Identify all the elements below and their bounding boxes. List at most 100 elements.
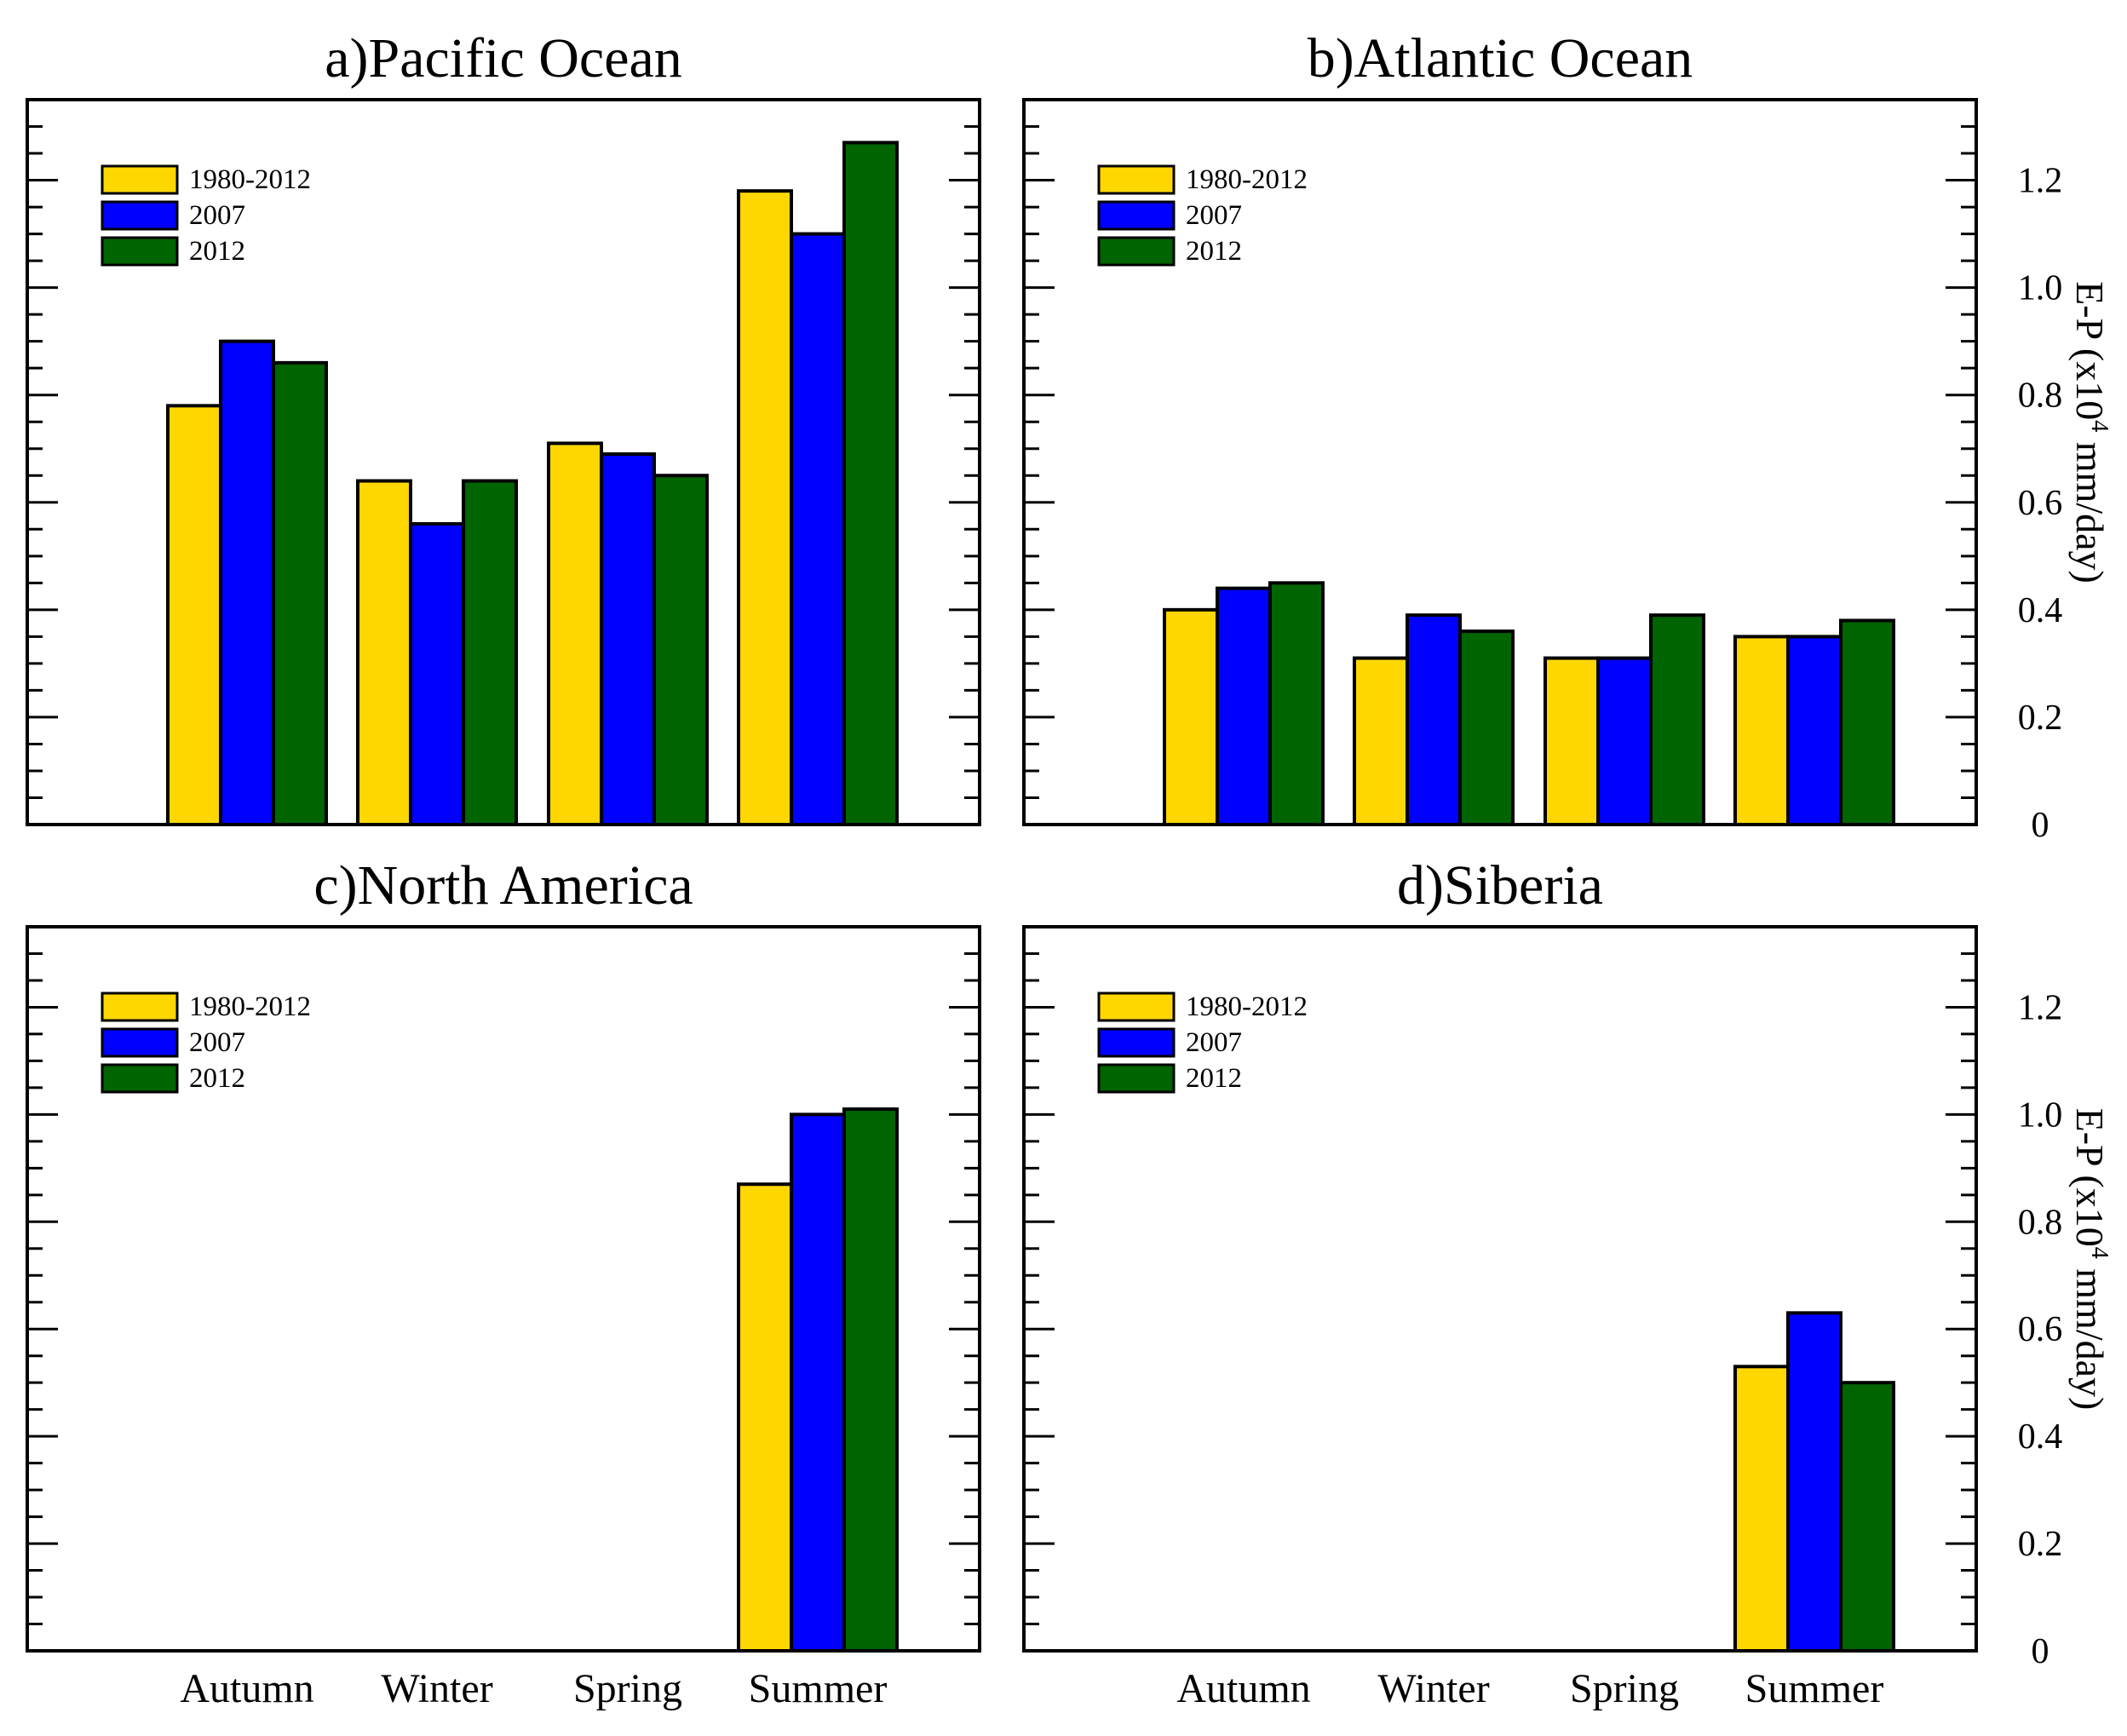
chart-panel-3: c)North America Autumn Winter Spring Summer 1…	[26, 854, 981, 1711]
legend-swatch-2007	[101, 200, 179, 231]
bar-autumn-2012	[1268, 581, 1325, 826]
y-axis-title-main: E-P (x10	[2068, 281, 2112, 420]
bar-summer-2012	[842, 1107, 899, 1653]
y-axis-title-unit: mm/day)	[2068, 1259, 2112, 1411]
y-tick-label: 0.2	[2018, 1525, 2063, 1564]
bar-winter-2012	[462, 479, 518, 827]
y-tick-label: 1.2	[2018, 162, 2063, 201]
legend-swatch-1980-2012	[1097, 992, 1176, 1022]
legend: 1980-2012 2007 2012	[1097, 992, 1308, 1094]
y-tick-label: 1.0	[2018, 269, 2063, 308]
plot-frame	[26, 925, 981, 1653]
bar-spring-1980-2012	[547, 441, 603, 826]
bar-summer-1980-2012	[1733, 1365, 1790, 1653]
legend-swatch-2012	[1097, 1063, 1176, 1094]
x-tick-label-summer: Summer	[749, 1666, 888, 1711]
bar-summer-2012	[1839, 618, 1895, 827]
y-tick-label: 0.2	[2018, 698, 2063, 738]
legend-label-2007: 2007	[189, 1027, 245, 1058]
bar-summer-2007	[790, 232, 846, 826]
y-tick-label: 0.6	[2018, 484, 2063, 523]
bar-spring-1980-2012	[1544, 656, 1600, 827]
bar-winter-2007	[409, 521, 465, 827]
panel-title: a)Pacific Ocean	[325, 27, 682, 89]
y-tick-label: 0.4	[2018, 591, 2063, 630]
legend-label-2007: 2007	[1186, 200, 1242, 231]
plot-frame	[1022, 925, 1978, 1653]
bar-autumn-1980-2012	[1163, 607, 1219, 827]
y-ticks	[1024, 925, 1976, 1653]
y-axis-title-exponent: 4	[2086, 420, 2113, 432]
legend-label-1980-2012: 1980-2012	[189, 164, 311, 195]
bar-winter-1980-2012	[1353, 656, 1409, 827]
bar-spring-2012	[1649, 613, 1705, 827]
bar-autumn-2007	[219, 339, 275, 826]
y-axis-title: E-P (x104 mm/day)	[2068, 1108, 2113, 1411]
y-axis-title-main: E-P (x10	[2068, 1108, 2112, 1247]
legend-label-2012: 2012	[189, 236, 245, 267]
bar-summer-2012	[1839, 1381, 1895, 1653]
y-axis-title-unit: mm/day)	[2068, 432, 2112, 583]
legend-swatch-1980-2012	[101, 992, 179, 1022]
bar-summer-2012	[842, 141, 899, 826]
bar-winter-1980-2012	[356, 479, 412, 827]
legend-label-1980-2012: 1980-2012	[189, 992, 311, 1022]
y-tick-label: 1.2	[2018, 988, 2063, 1027]
legend-swatch-2007	[1097, 1027, 1176, 1058]
y-tick-label: 0	[2032, 1632, 2049, 1671]
chart-panel-1: a)Pacific Ocean 1980-2012 2007 2012	[26, 27, 981, 827]
y-tick-label: 0.6	[2018, 1310, 2063, 1349]
chart-panel-4: d)Siberia 0 0.2 0.4 0.6 0.8 1.0 1.2 E-P (x104 mm…	[1022, 854, 2113, 1711]
y-ticks	[1024, 98, 1976, 826]
legend-swatch-2007	[1097, 200, 1176, 231]
y-axis-title-exponent: 4	[2086, 1247, 2113, 1259]
legend-label-1980-2012: 1980-2012	[1186, 992, 1308, 1022]
x-tick-label-spring: Spring	[1570, 1666, 1679, 1711]
y-ticks	[27, 98, 980, 826]
legend-label-1980-2012: 1980-2012	[1186, 164, 1308, 195]
legend-swatch-2012	[1097, 236, 1176, 267]
bar-summer-2007	[1786, 1311, 1842, 1653]
legend: 1980-2012 2007 2012	[101, 992, 311, 1094]
panel-title: c)North America	[313, 854, 693, 917]
y-ticks	[27, 925, 980, 1653]
y-tick-label: 0.8	[2018, 377, 2063, 416]
legend-label-2012: 2012	[1186, 236, 1242, 267]
y-tick-label: 1.0	[2018, 1095, 2063, 1135]
x-tick-label-summer: Summer	[1745, 1666, 1884, 1711]
plot-frame	[1022, 98, 1978, 826]
x-tick-label-autumn: Autumn	[1176, 1666, 1310, 1711]
y-axis-title: E-P (x104 mm/day)	[2068, 281, 2113, 583]
legend: 1980-2012 2007 2012	[1097, 164, 1308, 267]
chart-panel-2: b)Atlantic Ocean 0 0.2 0.4 0.6 0.8 1.0 1.2 E-P (…	[1022, 27, 2113, 845]
x-tick-label-winter: Winter	[1377, 1666, 1489, 1711]
x-tick-label-spring: Spring	[573, 1666, 682, 1711]
legend-swatch-1980-2012	[101, 164, 179, 195]
bar-winter-2012	[1458, 629, 1515, 826]
legend-swatch-2007	[101, 1027, 179, 1058]
legend-label-2012: 2012	[189, 1063, 245, 1094]
bar-summer-1980-2012	[1733, 635, 1790, 826]
legend-label-2007: 2007	[1186, 1027, 1242, 1058]
bar-autumn-2007	[1216, 586, 1272, 826]
bar-spring-2007	[600, 452, 656, 826]
bar-summer-1980-2012	[737, 1182, 793, 1653]
x-tick-label-autumn: Autumn	[180, 1666, 313, 1711]
bar-summer-2007	[1786, 635, 1842, 826]
panel-title: d)Siberia	[1397, 854, 1603, 917]
panel-title: b)Atlantic Ocean	[1308, 27, 1693, 89]
bar-autumn-2012	[272, 360, 328, 826]
plot-frame	[26, 98, 981, 826]
legend-label-2007: 2007	[189, 200, 245, 231]
bar-winter-2007	[1406, 613, 1462, 827]
bar-autumn-1980-2012	[166, 404, 222, 826]
legend-swatch-1980-2012	[1097, 164, 1176, 195]
bar-summer-1980-2012	[737, 189, 793, 826]
legend-label-2012: 2012	[1186, 1063, 1242, 1094]
legend: 1980-2012 2007 2012	[101, 164, 311, 267]
x-tick-label-winter: Winter	[381, 1666, 492, 1711]
bar-spring-2007	[1596, 656, 1653, 827]
y-tick-label: 0.8	[2018, 1203, 2063, 1242]
y-tick-label: 0	[2032, 806, 2049, 845]
